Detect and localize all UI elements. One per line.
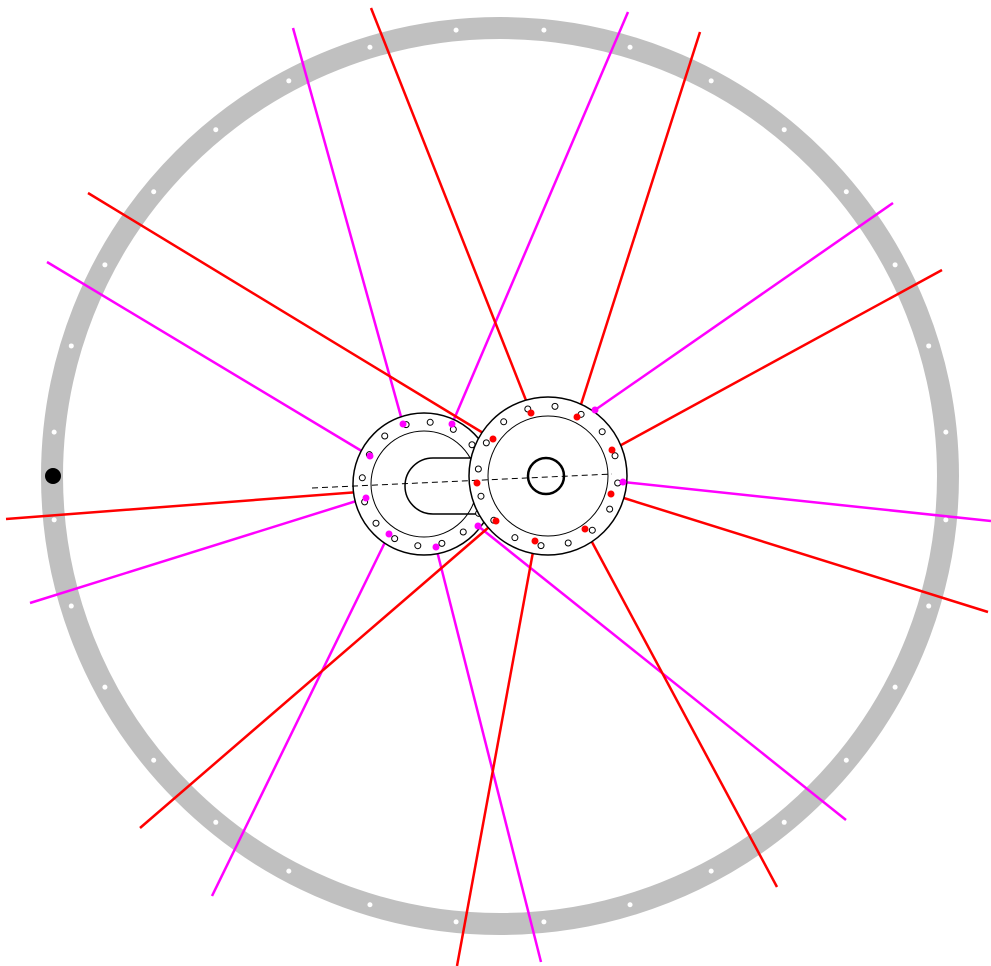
right-spoke xyxy=(611,268,943,452)
rim-spoke-hole xyxy=(541,919,547,925)
right-spoke-head xyxy=(573,413,581,421)
right-spoke-head xyxy=(608,446,616,454)
rim-spoke-hole xyxy=(286,78,292,84)
flange-hole xyxy=(438,539,446,547)
rim-spoke-hole xyxy=(213,819,219,825)
right-spoke xyxy=(610,492,989,614)
left-spoke-head xyxy=(432,543,440,551)
right-spoke-head xyxy=(607,490,615,498)
rim-spoke-holes xyxy=(51,27,949,925)
flange-hole xyxy=(611,452,619,460)
right-spoke-head xyxy=(581,525,589,533)
rim-spoke-hole xyxy=(213,127,219,133)
rim-spoke-hole xyxy=(708,78,714,84)
rim-spoke-hole xyxy=(627,44,633,50)
rim-spoke-hole xyxy=(926,603,932,609)
right-spoke-head xyxy=(531,537,539,545)
left-spoke-head xyxy=(399,420,407,428)
rim-spoke-hole xyxy=(892,684,898,690)
left-spoke-head xyxy=(362,494,370,502)
right-spoke-head xyxy=(489,435,497,443)
flange-hole xyxy=(381,432,389,440)
flange-hole xyxy=(588,526,596,534)
rim-spoke-hole xyxy=(453,919,459,925)
rim-spoke-hole xyxy=(102,684,108,690)
flange-hole xyxy=(391,535,399,543)
right-spoke xyxy=(583,528,779,888)
rim-spoke-hole xyxy=(926,343,932,349)
rim-spoke-hole xyxy=(541,27,547,33)
left-spoke xyxy=(29,496,367,605)
right-flange-inner xyxy=(487,415,609,537)
left-spoke xyxy=(46,260,371,458)
left-axle-slot xyxy=(404,457,478,515)
rim-spoke-hole xyxy=(51,517,57,523)
flange-hole xyxy=(372,519,380,527)
rim-spoke-hole xyxy=(708,868,714,874)
rim-spoke-hole xyxy=(68,603,74,609)
rim-spoke-hole xyxy=(367,902,373,908)
left-spoke-head xyxy=(385,530,393,538)
rim xyxy=(41,17,959,935)
flange-hole xyxy=(606,505,614,513)
left-spoke-head xyxy=(448,420,456,428)
rim-spoke-hole xyxy=(51,429,57,435)
left-spoke xyxy=(594,201,894,412)
rim-spoke-hole xyxy=(453,27,459,33)
right-spoke xyxy=(139,520,497,829)
spoke-heads xyxy=(362,406,627,551)
right-spoke-head xyxy=(473,479,481,487)
rim-spoke-hole xyxy=(943,517,949,523)
rim-spoke-hole xyxy=(843,757,849,763)
rim-spoke-hole xyxy=(892,262,898,268)
right-spoke xyxy=(87,191,494,441)
flange-hole xyxy=(482,439,490,447)
left-spoke-head xyxy=(619,478,627,486)
valve-hole-marker xyxy=(45,468,61,484)
rim-spoke-hole xyxy=(781,819,787,825)
left-spoke xyxy=(434,546,543,963)
rim-spoke-hole xyxy=(68,343,74,349)
flange-hole xyxy=(598,428,606,436)
flange-hole xyxy=(414,542,422,550)
left-spoke-head xyxy=(591,406,599,414)
right-flange-outer xyxy=(468,396,628,556)
flange-hole xyxy=(511,534,519,542)
left-spoke-head xyxy=(474,522,482,530)
left-spoke xyxy=(622,480,991,523)
rim-spoke-hole xyxy=(367,44,373,50)
flange-hole xyxy=(474,465,482,473)
axle-centerline xyxy=(311,473,613,489)
flange-hole xyxy=(551,402,559,410)
right-spoke-head xyxy=(492,517,500,525)
right-spoke xyxy=(575,31,702,418)
flange-hole xyxy=(500,418,508,426)
flange-hole xyxy=(426,418,434,426)
right-spoke-head xyxy=(527,409,535,417)
rim-spoke-hole xyxy=(151,189,157,195)
flange-hole xyxy=(564,539,572,547)
flange-hole xyxy=(459,528,467,536)
flange-hole xyxy=(537,542,545,550)
left-spoke xyxy=(450,11,630,425)
right-hub-flange xyxy=(468,396,628,556)
left-spoke xyxy=(210,533,391,897)
rim-spoke-hole xyxy=(151,757,157,763)
rim-spoke-hole xyxy=(843,189,849,195)
flange-hole xyxy=(358,474,366,482)
flange-hole xyxy=(477,492,485,500)
spokes xyxy=(5,7,991,966)
right-spoke xyxy=(369,7,533,414)
rim-spoke-hole xyxy=(781,127,787,133)
rim-spoke-hole xyxy=(286,868,292,874)
left-spoke xyxy=(291,27,405,425)
rim-spoke-hole xyxy=(102,262,108,268)
rim-spoke-hole xyxy=(943,429,949,435)
left-spoke-head xyxy=(366,452,374,460)
right-spoke xyxy=(455,540,537,966)
rim-spoke-hole xyxy=(627,902,633,908)
right-flange-holes xyxy=(474,402,622,550)
